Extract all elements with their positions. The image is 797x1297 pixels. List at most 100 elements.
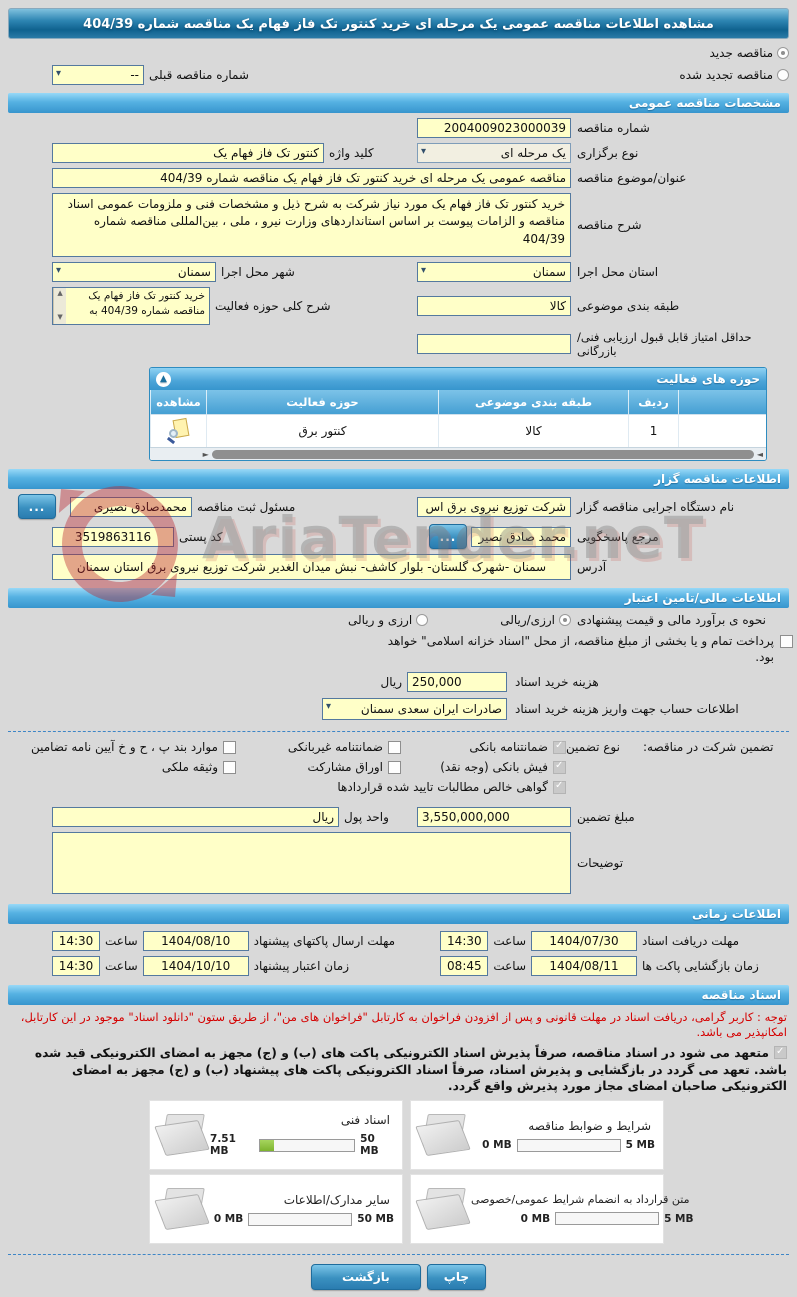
doc-card-other: سایر مدارک/اطلاعات 0 MB 50 MB bbox=[149, 1174, 403, 1245]
description-textarea[interactable]: خرید کنتور تک فاز فهام یک مورد نیاز شرکت… bbox=[52, 193, 571, 257]
property-collateral-label: وثیقه ملکی bbox=[161, 760, 218, 775]
scroll-up-icon[interactable]: ▲ bbox=[57, 289, 63, 297]
scope-textarea[interactable]: خرید کنتور تک فاز فهام یک مناقصه شماره 4… bbox=[52, 287, 210, 325]
category-label: طبقه بندی موضوعی bbox=[577, 299, 680, 313]
scrollbar-horizontal[interactable]: ◄ ► bbox=[150, 447, 766, 460]
account-select[interactable]: صادرات ایران سعدی سمنان ▾ bbox=[322, 698, 507, 721]
net-claims-checkbox[interactable] bbox=[553, 780, 566, 794]
doc-receive-time-field[interactable]: 14:30 bbox=[440, 931, 489, 952]
property-collateral-checkbox[interactable] bbox=[223, 760, 236, 774]
category-field[interactable]: کالا bbox=[417, 296, 571, 316]
registrar-label: مسئول ثبت مناقصه bbox=[197, 499, 296, 514]
divider-dashed bbox=[8, 1254, 789, 1256]
max-size: 50 MB bbox=[357, 1213, 394, 1226]
rial-option-radio[interactable] bbox=[559, 614, 571, 626]
envelope-send-date-field[interactable]: 1404/08/10 bbox=[142, 931, 249, 952]
participation-bonds-label: اوراق مشارکت bbox=[307, 760, 383, 775]
currency-unit-field[interactable]: ریال bbox=[52, 807, 339, 828]
previous-tender-number-label: شماره مناقصه قبلی bbox=[149, 68, 249, 82]
validity-time-label: زمان اعتبار پیشنهاد bbox=[253, 959, 349, 974]
city-label: شهر محل اجرا bbox=[221, 265, 295, 279]
guarantee-amount-field[interactable]: 3,550,000,000 bbox=[417, 807, 571, 828]
scroll-left-icon[interactable]: ► bbox=[202, 449, 209, 459]
page-title: مشاهده اطلاعات مناقصه عمومی یک مرحله ای … bbox=[8, 8, 789, 39]
cell-row-number: 1 bbox=[628, 414, 678, 447]
folder-icon[interactable] bbox=[154, 1111, 210, 1159]
print-button[interactable]: چاپ bbox=[426, 1264, 487, 1291]
activity-panel-title: حوزه های فعالیت bbox=[656, 372, 760, 386]
tender-kind-row: مناقصه جدید bbox=[8, 46, 789, 60]
chevron-down-icon: ▾ bbox=[421, 265, 427, 276]
holding-type-label: نوع برگزاری bbox=[577, 146, 639, 160]
agency-field[interactable]: شرکت توزیع نیروی برق اس bbox=[417, 496, 571, 517]
agency-label: نام دستگاه اجرایی مناقصه گزار bbox=[577, 499, 735, 514]
document-magnifier-icon[interactable] bbox=[166, 417, 192, 445]
opening-time-field[interactable]: 08:45 bbox=[440, 956, 489, 977]
estimate-method-label: نحوه ی برآورد مالی و قیمت پیشنهادی bbox=[577, 613, 766, 627]
nonbank-guarantee-checkbox[interactable] bbox=[388, 740, 401, 754]
envelope-send-time-field[interactable]: 14:30 bbox=[52, 931, 100, 952]
chevron-down-icon: ▾ bbox=[421, 146, 427, 157]
footer-actions: چاپ بازگشت bbox=[8, 1264, 789, 1291]
bylaw-items-checkbox[interactable] bbox=[223, 740, 236, 754]
previous-tender-number-select[interactable]: -- ▾ bbox=[52, 65, 144, 85]
treasury-checkbox[interactable] bbox=[780, 635, 793, 648]
keyword-field[interactable]: کنتور تک فاز فهام یک bbox=[52, 143, 324, 163]
postal-code-field[interactable]: 3519863116 bbox=[52, 526, 174, 547]
section-tenderer-info: اطلاعات مناقصه گزار bbox=[8, 469, 789, 489]
registrar-field[interactable]: محمدصادق نصیری bbox=[70, 496, 192, 517]
scope-label: شرح کلی حوزه فعالیت bbox=[215, 299, 331, 313]
notes-textarea[interactable] bbox=[52, 832, 571, 895]
bank-slip-label: فیش بانکی (وجه نقد) bbox=[440, 760, 548, 775]
browse-contact-button[interactable]: ... bbox=[429, 524, 467, 549]
bank-slip-checkbox[interactable] bbox=[553, 760, 566, 774]
subject-label: عنوان/موضوع مناقصه bbox=[577, 171, 687, 185]
used-size: 0 MB bbox=[520, 1212, 551, 1225]
city-select[interactable]: سمنان ▾ bbox=[52, 262, 216, 282]
renewed-tender-radio[interactable] bbox=[777, 69, 789, 81]
progress-bar bbox=[516, 1138, 621, 1152]
folder-icon[interactable] bbox=[154, 1185, 210, 1233]
guarantee-amount-label: مبلغ تضمین bbox=[577, 810, 635, 825]
collapse-panel-icon[interactable]: ▲ bbox=[156, 371, 171, 387]
tender-number-field[interactable]: 2004009023000039 bbox=[417, 118, 571, 138]
scrollbar-vertical[interactable]: ▲ ▼ bbox=[53, 288, 66, 324]
doc-card-contract: متن قرارداد به انضمام شرایط عمومی/خصوصی … bbox=[410, 1174, 694, 1245]
participation-bonds-checkbox[interactable] bbox=[388, 760, 401, 774]
col-activity-field: حوزه فعالیت bbox=[206, 390, 438, 414]
province-select[interactable]: سمنان ▾ bbox=[417, 262, 571, 282]
scrollbar-thumb[interactable] bbox=[211, 449, 754, 459]
bank-guarantee-checkbox[interactable] bbox=[553, 740, 566, 754]
opening-date-field[interactable]: 1404/08/11 bbox=[531, 956, 637, 977]
doc-fee-field[interactable]: 250,000 bbox=[407, 672, 507, 693]
back-button[interactable]: بازگشت bbox=[310, 1264, 421, 1291]
section-financial-info: اطلاعات مالی/تامین اعتبار bbox=[8, 588, 789, 608]
subject-field[interactable]: مناقصه عمومی یک مرحله ای خرید کنتور تک ف… bbox=[52, 168, 571, 188]
max-size: 5 MB bbox=[625, 1139, 655, 1152]
doc-receive-date-field[interactable]: 1404/07/30 bbox=[531, 931, 637, 952]
contact-field[interactable]: محمد صادق نصیر bbox=[471, 526, 571, 547]
hour-label: ساعت bbox=[493, 934, 526, 949]
scroll-right-icon[interactable]: ◄ bbox=[756, 449, 763, 459]
account-label: اطلاعات حساب جهت واریز هزینه خرید اسناد bbox=[515, 701, 739, 716]
table-row: 1 کالا کنتور برق bbox=[150, 414, 766, 447]
folder-icon[interactable] bbox=[415, 1185, 471, 1233]
scroll-down-icon[interactable]: ▼ bbox=[57, 313, 63, 322]
both-option-label: ارزی و ریالی bbox=[347, 613, 413, 627]
browse-registrar-button[interactable]: ... bbox=[18, 494, 56, 519]
section-timing: اطلاعات زمانی bbox=[8, 904, 789, 925]
min-score-field[interactable] bbox=[417, 334, 571, 354]
folder-icon[interactable] bbox=[415, 1111, 471, 1159]
holding-type-select[interactable]: یک مرحله ای ▾ bbox=[417, 143, 571, 163]
new-tender-radio[interactable] bbox=[777, 47, 789, 59]
currency-unit-label: واحد پول bbox=[344, 810, 389, 825]
validity-time-field[interactable]: 14:30 bbox=[52, 956, 100, 977]
col-view: مشاهده bbox=[150, 390, 206, 414]
both-option-radio[interactable] bbox=[416, 614, 429, 626]
commitment-checkbox[interactable] bbox=[774, 1045, 787, 1060]
treasury-note: پرداخت تمام و یا بخشی از مبلغ مناقصه، از… bbox=[387, 634, 774, 665]
guarantee-label: تضمین شرکت در مناقصه: bbox=[643, 740, 774, 755]
address-field[interactable]: سمنان -شهرک گلستان- بلوار کاشف- نبش میدا… bbox=[52, 554, 571, 580]
validity-date-field[interactable]: 1404/10/10 bbox=[142, 956, 249, 977]
